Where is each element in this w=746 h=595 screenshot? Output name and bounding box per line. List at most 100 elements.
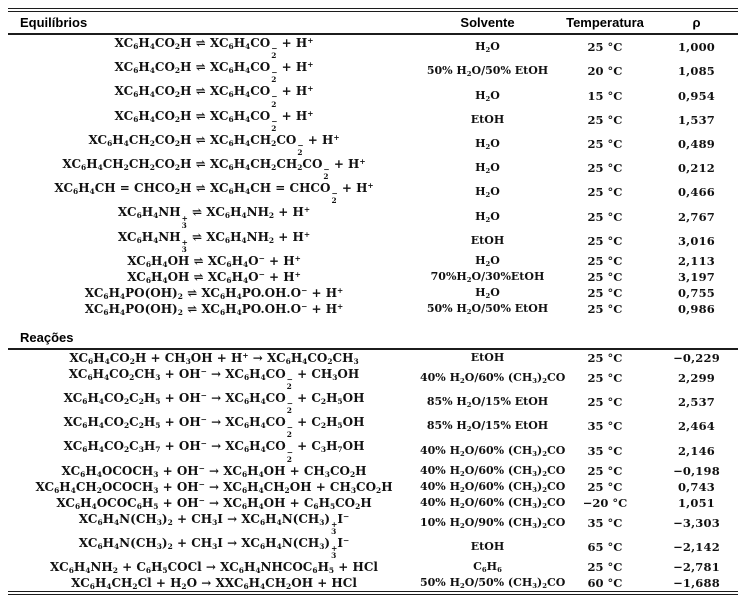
stacked-subsup: +3 <box>181 213 188 230</box>
equation-cell: XC6H4NH +3 ⇌ XC6H4NH2 + H+ <box>117 229 311 254</box>
solvent-cell: H2O <box>475 161 500 176</box>
stacked-subsup: −2 <box>331 189 338 206</box>
rho-cell: 0,986 <box>677 301 715 316</box>
equation-cell: XC6H4CH2CO2H ⇌ XC6H4CH2CO −2 + H+ <box>88 132 340 157</box>
table-row: XC6H4CO2H + CH3OH + H+ → XC6H4CO2CH3 EtOH… <box>8 349 738 366</box>
equation-cell: XC6H4N(CH3)2 + CH3I → XC6H4N(CH3) +3 I− <box>78 511 350 536</box>
temperature-cell: 25 °C <box>587 40 623 55</box>
solvent-cell: 10% H2O/90% (CH3)2CO <box>420 515 566 530</box>
table-row: XC6H4CO2H ⇌ XC6H4CO −2 + H+ EtOH 25 °C 1,537 <box>8 108 738 132</box>
solvent-cell: H2O <box>475 285 500 300</box>
rho-cell: 2,146 <box>677 443 715 458</box>
equation-cell: XC6H4PO(OH)2 ⇌ XC6H4PO.OH.O− + H+ <box>84 285 344 302</box>
temperature-cell: 25 °C <box>587 209 623 224</box>
solvent-cell: EtOH <box>470 233 505 247</box>
rho-cell: −2,781 <box>673 560 720 575</box>
equation-cell: XC6H4OH ⇌ XC6H4O− + H+ <box>127 253 301 270</box>
equilibria-reactions-table: Equilíbrios Solvente Temperatura ρ XC6H4… <box>8 8 738 595</box>
stacked-subsup: −2 <box>286 399 293 416</box>
solvent-cell: H2O <box>475 185 500 200</box>
solvent-cell: EtOH <box>470 350 505 364</box>
solvent-cell: H2O <box>475 40 500 55</box>
column-header-solvente: Solvente <box>420 10 555 35</box>
table-row: XC6H4OCOCH3 + OH− → XC6H4OH + CH3CO2H 40%… <box>8 463 738 479</box>
rho-cell: 0,489 <box>677 136 715 151</box>
table-row: XC6H4PO(OH)2 ⇌ XC6H4PO.OH.O− + H+ H2O 25 °… <box>8 285 738 301</box>
section-label-row: Reações <box>8 316 738 350</box>
temperature-cell: 25 °C <box>587 395 623 410</box>
table-row: XC6H4CO2H ⇌ XC6H4CO −2 + H+ 50% H2O/50% Et… <box>8 59 738 83</box>
rho-cell: 2,113 <box>677 253 715 268</box>
stacked-subsup: +3 <box>181 237 188 254</box>
equation-cell: XC6H4CO2CH3 + OH− → XC6H4CO −2 + CH3OH <box>68 366 360 391</box>
temperature-cell: 25 °C <box>587 112 623 127</box>
rho-cell: 3,016 <box>677 233 715 248</box>
temperature-cell: 25 °C <box>587 350 623 365</box>
equation-cell: XC6H4CH2Cl + H2O → XXC6H4CH2OH + HCl <box>71 576 357 592</box>
temperature-cell: 25 °C <box>587 285 623 300</box>
temperature-cell: 25 °C <box>587 253 623 268</box>
temperature-cell: 25 °C <box>587 136 623 151</box>
temperature-cell: 25 °C <box>587 301 623 316</box>
solvent-cell: 50% H2O/50% EtOH <box>426 301 549 316</box>
reactions-section: XC6H4CO2H + CH3OH + H+ → XC6H4CO2CH3 EtOH… <box>8 349 738 593</box>
equation-cell: XC6H4CH2CH2CO2H ⇌ XC6H4CH2CH2CO −2 + H+ <box>62 156 366 182</box>
solvent-cell: C6H6 <box>473 560 502 575</box>
rho-cell: 1,000 <box>677 40 715 55</box>
solvent-cell: 70%H2O/30%EtOH <box>430 269 545 284</box>
solvent-cell: 50% H2O/50% EtOH <box>426 64 549 79</box>
solvent-cell: 40% H2O/60% (CH3)2CO <box>420 495 566 510</box>
stacked-subsup: −2 <box>271 44 278 61</box>
rho-cell: 1,051 <box>677 495 715 510</box>
equation-cell: XC6H4OCOCH3 + OH− → XC6H4OH + CH3CO2H <box>61 463 367 479</box>
table-row: XC6H4CO2C2H5 + OH− → XC6H4CO −2 + C2H5OH 8… <box>8 414 738 438</box>
equation-cell: XC6H4CO2C3H7 + OH− → XC6H4CO −2 + C3H7OH <box>63 439 365 464</box>
rho-cell: 2,767 <box>677 209 715 224</box>
rho-cell: −1,688 <box>673 576 720 591</box>
rho-cell: 0,212 <box>677 161 715 176</box>
rho-cell: −3,303 <box>673 515 720 530</box>
table-row: XC6H4CO2H ⇌ XC6H4CO −2 + H+ H2O 25 °C 1,000 <box>8 34 738 59</box>
column-header-temperatura: Temperatura <box>555 10 655 35</box>
temperature-cell: 25 °C <box>587 463 623 478</box>
equation-cell: XC6H4CH = CHCO2H ⇌ XC6H4CH = CHCO −2 + H+ <box>54 181 374 206</box>
rho-cell: 1,085 <box>677 64 715 79</box>
equation-cell: XC6H4CO2C2H5 + OH− → XC6H4CO −2 + C2H5OH <box>63 415 365 440</box>
equation-cell: XC6H4NH2 + C6H5COCl → XC6H4NHCOC6H5 + HC… <box>50 560 378 576</box>
table-row: XC6H4OCOC6H5 + OH− → XC6H4OH + C6H5CO2H 4… <box>8 495 738 511</box>
reactions-section-header: Reações <box>8 316 738 350</box>
solvent-cell: H2O <box>475 253 500 268</box>
temperature-cell: 20 °C <box>587 64 623 79</box>
solvent-cell: 40% H2O/60% (CH3)2CO <box>420 370 566 385</box>
equilibria-section: XC6H4CO2H ⇌ XC6H4CO −2 + H+ H2O 25 °C 1,000 X… <box>8 34 738 317</box>
table-row: XC6H4OH ⇌ XC6H4O− + H+ H2O 25 °C 2,113 <box>8 253 738 269</box>
temperature-cell: 25 °C <box>587 269 623 284</box>
temperature-cell: 25 °C <box>587 370 623 385</box>
column-header-equilibrios: Equilíbrios <box>8 10 420 35</box>
table-row: XC6H4CO2CH3 + OH− → XC6H4CO −2 + CH3OH 40%… <box>8 366 738 390</box>
table-row: XC6H4NH +3 ⇌ XC6H4NH2 + H+ H2O 25 °C 2,767 <box>8 204 738 228</box>
solvent-cell: 40% H2O/60% (CH3)2CO <box>420 443 566 458</box>
rho-cell: 2,299 <box>677 370 715 385</box>
stacked-subsup: −2 <box>323 165 330 182</box>
solvent-cell: H2O <box>475 136 500 151</box>
stacked-subsup: −2 <box>286 447 293 464</box>
rho-cell: −2,142 <box>673 539 720 554</box>
temperature-cell: 25 °C <box>587 185 623 200</box>
equation-cell: XC6H4CO2H ⇌ XC6H4CO −2 + H+ <box>114 35 314 61</box>
stacked-subsup: −2 <box>286 374 293 391</box>
rho-cell: 2,464 <box>677 419 715 434</box>
temperature-cell: 25 °C <box>587 560 623 575</box>
equation-cell: XC6H4OCOC6H5 + OH− → XC6H4OH + C6H5CO2H <box>56 495 372 511</box>
stacked-subsup: −2 <box>271 92 278 109</box>
table-row: XC6H4CO2H ⇌ XC6H4CO −2 + H+ H2O 15 °C 0,954 <box>8 83 738 107</box>
table-row: XC6H4OH ⇌ XC6H4O− + H+ 70%H2O/30%EtOH 25 °… <box>8 269 738 285</box>
equation-cell: XC6H4CO2H + CH3OH + H+ → XC6H4CO2CH3 <box>69 350 359 367</box>
table-row: XC6H4CO2C3H7 + OH− → XC6H4CO −2 + C3H7OH 4… <box>8 438 738 462</box>
rho-cell: 1,537 <box>677 112 715 127</box>
section-label-reacoes: Reações <box>8 316 738 350</box>
solvent-cell: H2O <box>475 209 500 224</box>
table-row: XC6H4CH2Cl + H2O → XXC6H4CH2OH + HCl 50% … <box>8 575 738 593</box>
equation-cell: XC6H4PO(OH)2 ⇌ XC6H4PO.OH.O− + H+ <box>84 301 344 318</box>
rho-cell: −0,229 <box>673 350 720 365</box>
